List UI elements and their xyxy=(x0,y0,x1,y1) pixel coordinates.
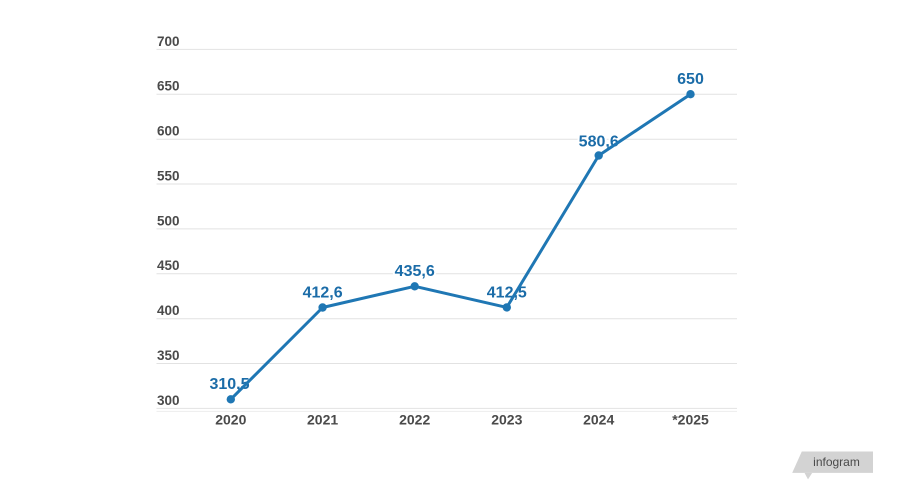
svg-text:700: 700 xyxy=(157,34,180,49)
svg-text:2023: 2023 xyxy=(491,412,522,428)
svg-text:650: 650 xyxy=(677,71,704,88)
svg-text:412,6: 412,6 xyxy=(303,284,343,301)
svg-text:600: 600 xyxy=(157,124,180,139)
svg-text:450: 450 xyxy=(157,258,180,273)
svg-text:2022: 2022 xyxy=(399,412,430,428)
svg-text:2020: 2020 xyxy=(215,412,246,428)
svg-text:2024: 2024 xyxy=(583,412,614,428)
svg-text:*2025: *2025 xyxy=(672,412,709,428)
svg-text:650: 650 xyxy=(157,79,180,94)
svg-text:400: 400 xyxy=(157,303,180,318)
svg-text:435,6: 435,6 xyxy=(395,263,435,280)
svg-text:300: 300 xyxy=(157,393,180,408)
svg-text:infogram: infogram xyxy=(813,455,860,469)
svg-text:350: 350 xyxy=(157,348,180,363)
svg-text:500: 500 xyxy=(157,213,180,228)
svg-text:2021: 2021 xyxy=(307,412,338,428)
svg-text:550: 550 xyxy=(157,168,180,183)
